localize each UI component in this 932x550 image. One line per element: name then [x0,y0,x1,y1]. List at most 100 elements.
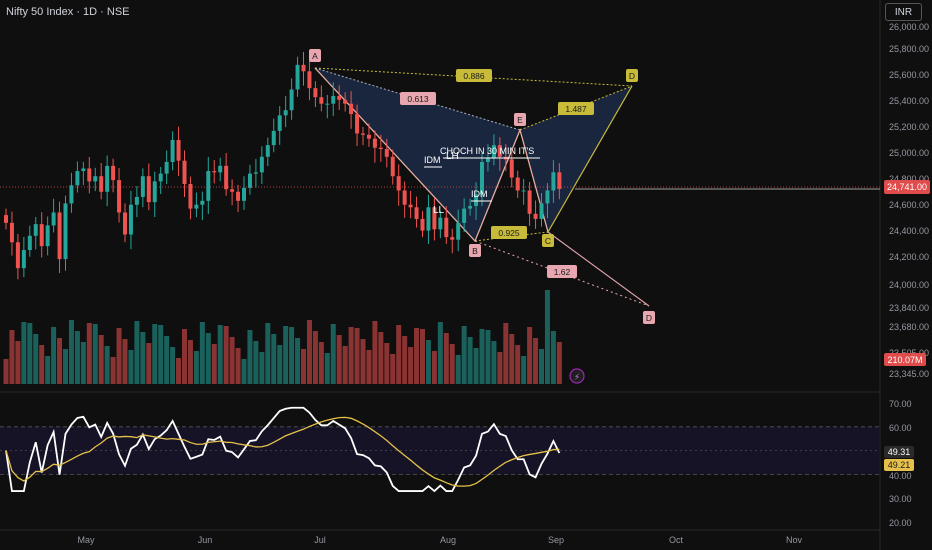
volume-bar [473,348,479,384]
candle-body [474,194,479,207]
volume-bar [134,321,140,384]
candle-body [15,242,20,269]
candle-body [420,218,425,231]
candle-body [111,165,116,181]
rsi-tick-label: 70.00 [889,399,912,409]
ll-label: LL [433,205,445,216]
candle-body [343,99,348,104]
volume-bar [21,322,27,384]
candle-body [325,103,330,105]
volume-bar [336,335,342,384]
volume-bar [420,329,425,384]
volume-bar [259,352,265,384]
candle-body [533,213,538,219]
rsi-tick-label: 60.00 [889,423,912,433]
volume-bar [229,337,235,384]
volume-bar [425,340,431,384]
rsi-value-tag-bg [884,446,914,458]
label-b: B [472,246,478,256]
volume-bar [461,326,467,384]
volume-bar [283,326,289,384]
candle-body [337,95,342,100]
volume-bar [521,356,527,384]
volume-bar [544,290,550,384]
volume-bar [515,345,521,384]
candle-body [307,71,312,89]
currency-button[interactable]: INR [885,3,922,21]
volume-bar [348,327,354,384]
candle-body [212,171,217,173]
candle-body [45,225,50,247]
volume-bar [503,323,509,384]
candle-body [545,190,550,204]
lh-label: LH [446,151,459,162]
volume-bar [45,356,51,384]
volume-bar [51,327,57,384]
volume-bar [33,334,39,384]
price-tick-label: 23,345.00 [889,369,929,379]
volume-bar [354,328,360,384]
label-a-bg [309,49,321,62]
volume-bar [289,327,295,384]
candle-body [361,133,365,135]
volume-bar [98,335,104,384]
time-axis-label: Aug [440,535,456,545]
rsi-tick-label: 30.00 [889,494,912,504]
volume-bar [247,330,253,384]
candle-body [402,190,407,205]
candle-body [242,187,246,201]
volume-bar [140,332,146,384]
candle-body [331,95,336,104]
candle-body [456,222,461,240]
candle-body [527,190,532,214]
time-axis-label: Nov [786,535,803,545]
candle-body [349,103,354,115]
candle-body [378,147,383,150]
candle-body [206,171,211,201]
volume-bar [152,324,158,384]
volume-bar [265,323,271,384]
candle-body [182,160,187,184]
volume-bar [330,324,336,384]
volume-bar [235,348,241,384]
candle-body [128,204,133,235]
candle-body [39,224,44,247]
candle-body [188,183,193,209]
candle-body [224,165,229,190]
volume-bar [193,351,199,384]
candle-body [485,158,490,162]
rsi-ma-tag-bg [884,459,914,471]
candle-body [295,64,300,90]
projection-ratio-line [474,240,650,307]
volume-bar [211,344,217,384]
volume-bar [455,355,461,384]
volume-bar [241,359,247,384]
candle-body [277,115,282,131]
volume-bar [57,338,63,384]
candle-body [468,206,473,209]
price-tick-label: 24,400.00 [889,226,929,236]
volume-bar [491,341,497,384]
candle-body [396,176,401,191]
label-d: D [629,71,635,81]
candle-body [170,139,175,162]
volume-bar [205,333,211,384]
volume-bar [533,338,539,384]
volume-bar [443,333,449,384]
xd-ratio-line [314,67,633,87]
candle-body [4,215,8,223]
candle-body [253,172,258,174]
candle-body [87,168,92,182]
rsi-ma-tag: 49.21 [888,460,911,470]
volume-bar [116,328,122,384]
volume-bar [277,345,283,384]
volume-bar [3,359,9,384]
candle-body [51,212,56,226]
volume-bar [431,351,437,384]
candle-body [218,165,223,173]
candle-body [366,134,371,139]
idm-label-lower: IDM [471,189,488,199]
volume-bar [223,326,229,384]
rsi-tick-label: 20.00 [889,518,912,528]
